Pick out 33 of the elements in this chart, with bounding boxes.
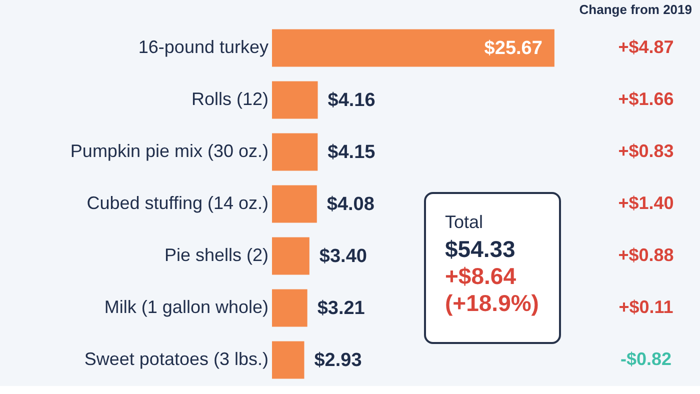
y-tick-label: 16-pound turkey: [138, 37, 268, 57]
data-label: $4.16: [328, 90, 376, 111]
data-label: $4.08: [326, 194, 374, 215]
y-tick-label: Rolls (12): [191, 89, 268, 109]
y-tick-label: Sweet potatoes (3 lbs.): [84, 349, 268, 369]
y-tick-label: Pumpkin pie mix (30 oz.): [70, 141, 268, 161]
bar: [272, 237, 310, 275]
bar: [272, 81, 318, 119]
bar: [272, 133, 318, 171]
y-tick-label: Cubed stuffing (14 oz.): [86, 193, 268, 213]
text: +$0.11: [618, 297, 674, 317]
bar: [272, 29, 554, 67]
text: +$1.66: [618, 89, 674, 109]
bar: [272, 341, 304, 379]
annotation: (+18.9%): [445, 290, 539, 316]
data-label: $4.15: [328, 142, 376, 163]
y-tick-label: Milk (1 gallon whole): [104, 297, 268, 317]
bar: [272, 289, 308, 327]
annotation: $54.33: [445, 236, 516, 262]
y-tick-label: Pie shells (2): [164, 245, 268, 265]
text: +$4.87: [618, 37, 674, 57]
text: +$0.88: [618, 245, 674, 265]
text: +$0.83: [618, 141, 674, 161]
data-label: $3.21: [317, 298, 366, 319]
annotation: +$8.64: [445, 263, 516, 289]
text: Change from 2019: [579, 2, 692, 17]
bar: [272, 185, 317, 223]
annotation: Total: [445, 212, 484, 232]
data-label: $2.93: [314, 350, 362, 371]
data-label: $25.67: [484, 38, 542, 59]
text: -$0.82: [620, 349, 672, 369]
data-label: $3.40: [319, 246, 367, 267]
text: +$1.40: [618, 193, 674, 213]
